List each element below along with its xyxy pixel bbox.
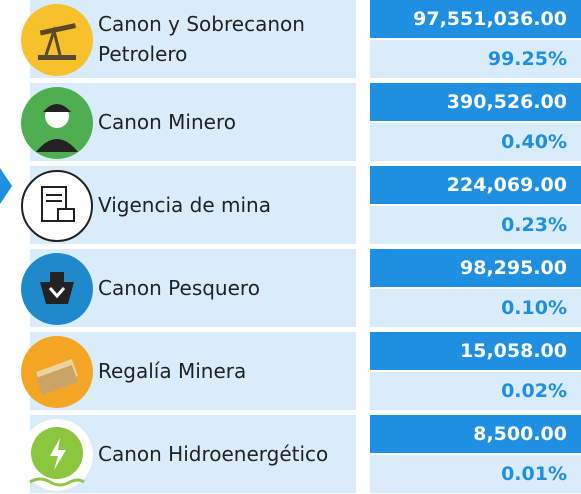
label: Canon y Sobrecanon Petrolero xyxy=(98,12,305,66)
percent: 0.40% xyxy=(370,123,581,161)
row: Canon Pesquero 98,295.00 0.10% xyxy=(0,249,581,327)
percent: 0.01% xyxy=(370,455,581,493)
label: Vigencia de mina xyxy=(98,193,271,217)
label: Canon Pesquero xyxy=(98,276,260,300)
row: Canon Hidroenergético 8,500.00 0.01% xyxy=(0,415,581,493)
label: Canon Minero xyxy=(98,110,236,134)
label: Canon Hidroenergético xyxy=(98,442,329,466)
amount: 98,295.00 xyxy=(370,249,581,287)
amount: 97,551,036.00 xyxy=(370,0,581,38)
amount: 15,058.00 xyxy=(370,332,581,370)
icon xyxy=(21,170,93,242)
icon xyxy=(21,419,93,491)
icon xyxy=(21,253,93,325)
row: Vigencia de mina 224,069.00 0.23% xyxy=(0,166,581,244)
icon xyxy=(21,87,93,159)
selection-arrow xyxy=(0,168,12,204)
label: Regalía Minera xyxy=(98,359,247,383)
percent: 0.10% xyxy=(370,289,581,327)
percent: 99.25% xyxy=(370,40,581,78)
icon xyxy=(21,336,93,408)
amount: 390,526.00 xyxy=(370,83,581,121)
amount: 224,069.00 xyxy=(370,166,581,204)
icon xyxy=(21,4,93,76)
row: Regalía Minera 15,058.00 0.02% xyxy=(0,332,581,410)
percent: 0.23% xyxy=(370,206,581,244)
row: Canon Minero 390,526.00 0.40% xyxy=(0,83,581,161)
amount: 8,500.00 xyxy=(370,415,581,453)
row: Canon y Sobrecanon Petrolero 97,551,036.0… xyxy=(0,0,581,78)
percent: 0.02% xyxy=(370,372,581,410)
